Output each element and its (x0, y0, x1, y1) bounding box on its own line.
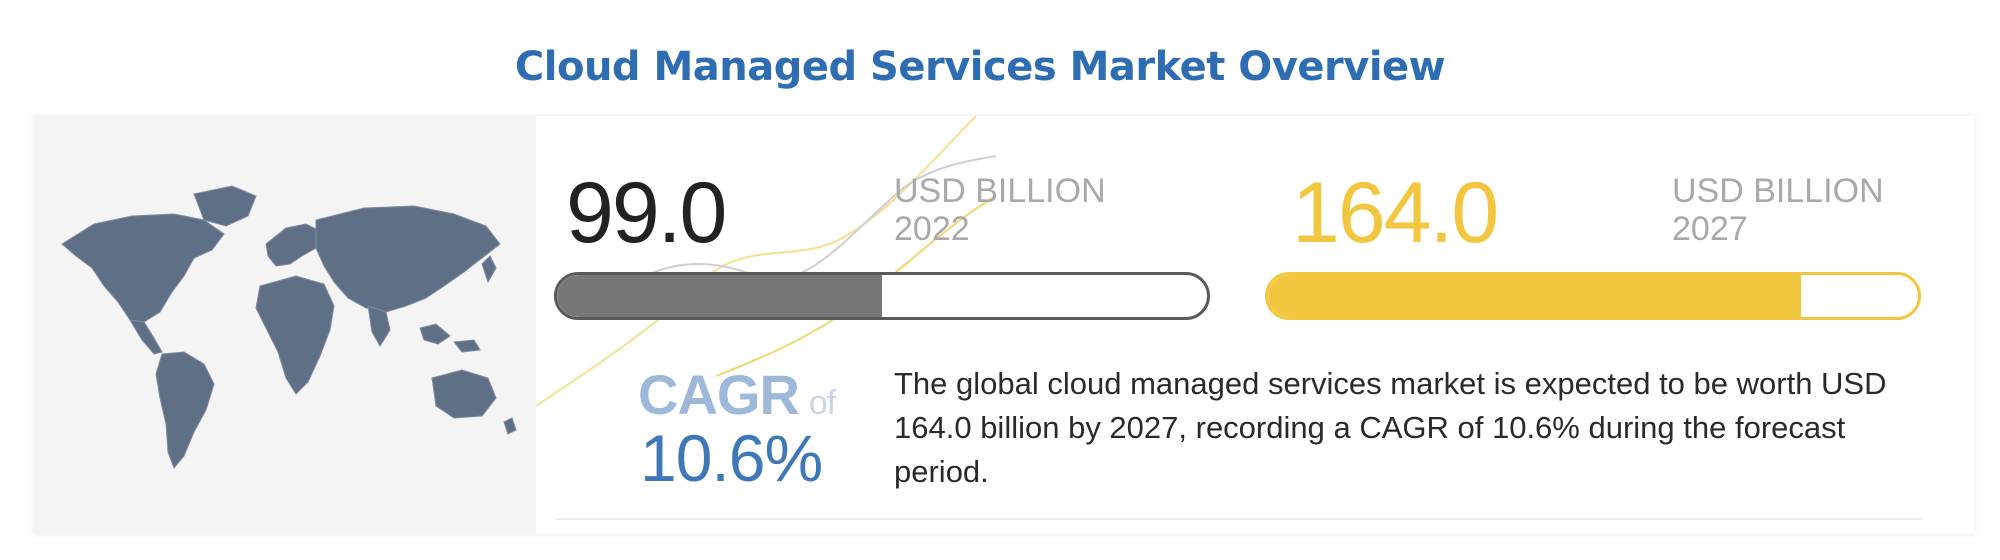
cagr-value: 10.6% (640, 421, 823, 495)
market-value-2022: 99.0 (566, 165, 727, 261)
page-title: Cloud Managed Services Market Overview (514, 44, 1446, 90)
unit-label-2027: USD BILLION 2027 (1672, 172, 1884, 248)
progress-fill-2022 (557, 275, 882, 317)
cagr-label: CAGR of (638, 362, 836, 427)
progress-bar-2027 (1265, 272, 1921, 320)
unit-label-2022: USD BILLION 2022 (894, 172, 1106, 248)
progress-fill-2027 (1268, 275, 1801, 317)
market-description: The global cloud managed services market… (894, 366, 1887, 489)
year-text-2022: 2022 (894, 210, 970, 248)
divider (556, 518, 1922, 520)
unit-text-2027: USD BILLION (1672, 172, 1884, 210)
world-map-icon (61, 185, 517, 469)
cagr-of-text: of (808, 384, 836, 422)
unit-text-2022: USD BILLION (894, 172, 1106, 210)
year-text-2027: 2027 (1672, 210, 1748, 248)
market-value-2027: 164.0 (1292, 165, 1499, 261)
cagr-text: CAGR (638, 363, 800, 426)
progress-bar-2022 (554, 272, 1210, 320)
map-panel (34, 116, 536, 534)
